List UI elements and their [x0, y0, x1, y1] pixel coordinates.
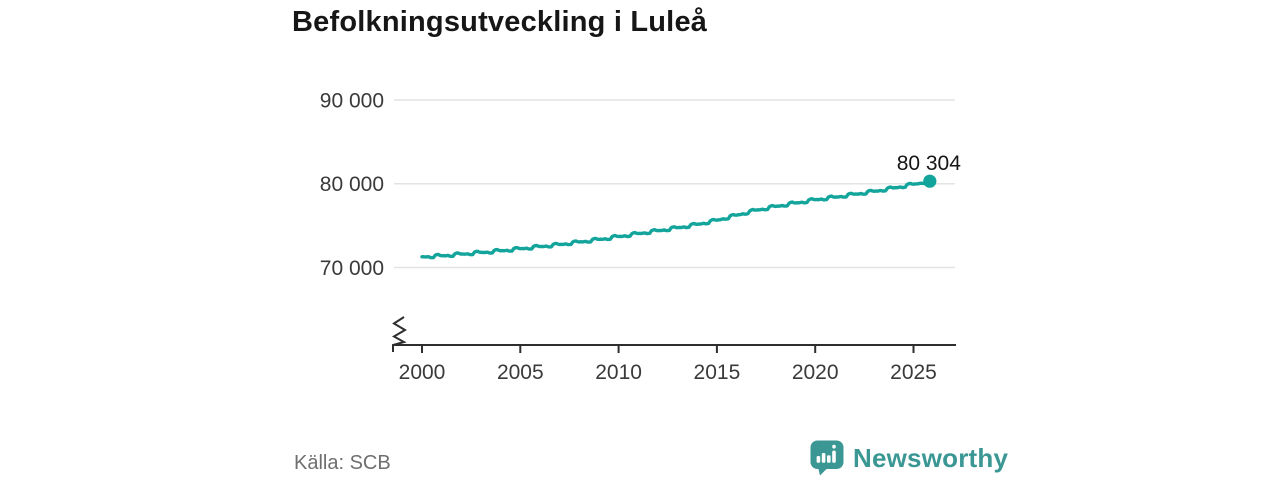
x-axis — [391, 316, 956, 353]
x-tick-label: 2025 — [890, 361, 937, 384]
logo-exclamation-dot — [832, 444, 836, 449]
brand-name: Newsworthy — [853, 442, 1009, 473]
logo-bar-2 — [821, 453, 826, 463]
logo-bar-1 — [816, 456, 821, 463]
x-tick-label: 2015 — [694, 361, 741, 384]
source-note: Källa: SCB — [294, 452, 391, 474]
y-tick-label: 80 000 — [320, 173, 384, 196]
x-axis-labels: 2000 2005 2010 2015 2020 2025 — [399, 361, 937, 384]
y-tick-label: 70 000 — [320, 257, 384, 280]
x-tick-label: 2005 — [497, 361, 544, 384]
x-tick-label: 2020 — [792, 361, 839, 384]
gridlines — [394, 99, 955, 269]
latest-value-marker — [923, 174, 937, 188]
y-tick-label: 90 000 — [320, 90, 384, 113]
x-tick-label: 2010 — [595, 361, 642, 384]
latest-value-label: 80 304 — [897, 152, 962, 175]
population-series-line — [420, 178, 932, 260]
x-tick-label: 2000 — [399, 361, 446, 384]
logo-bubble-tail — [818, 467, 829, 476]
logo-bubble — [810, 440, 844, 469]
newsworthy-logo-icon — [810, 440, 844, 476]
y-axis-labels: 90 000 80 000 70 000 — [320, 90, 384, 281]
logo-exclamation-bar — [832, 450, 836, 463]
axis-break-zigzag — [391, 316, 407, 352]
page-title: Befolkningsutveckling i Luleå — [292, 6, 708, 38]
logo-bar-3 — [827, 455, 831, 463]
newsworthy-brand: Newsworthy — [810, 440, 1008, 476]
